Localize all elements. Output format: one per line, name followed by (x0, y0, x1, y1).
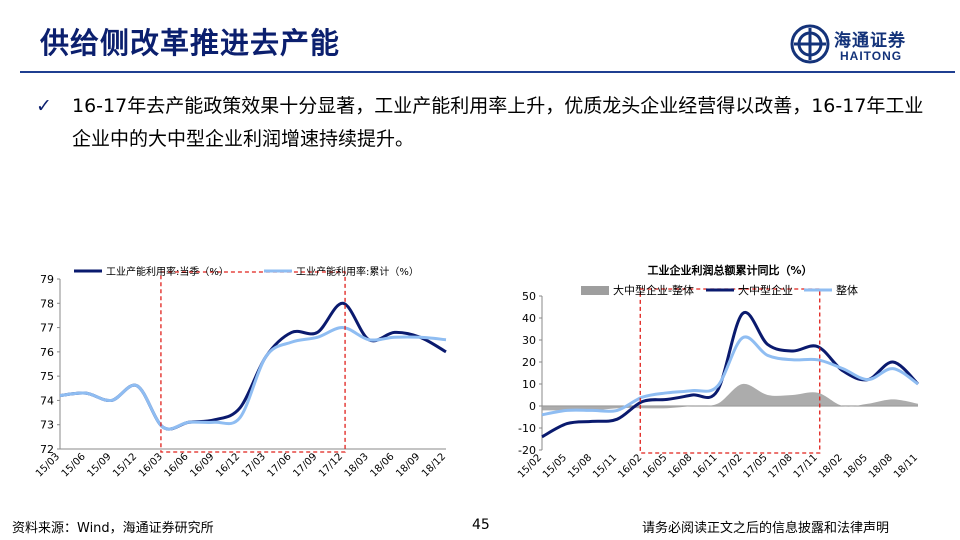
header-divider (20, 71, 955, 73)
line-series-2 (541, 335, 919, 417)
x-tick-label: 17/11 (792, 452, 820, 480)
legend-label: 整体 (836, 283, 858, 297)
x-tick-label: 17/03 (240, 451, 268, 479)
y-tick-label: 78 (40, 297, 54, 310)
x-tick-label: 15/05 (541, 452, 569, 480)
x-tick-label: 16/03 (137, 451, 165, 479)
x-tick-label: 16/02 (616, 452, 644, 480)
y-tick-label: 50 (522, 290, 536, 303)
source-note: 资料来源：Wind，海通证券研究所 (12, 521, 214, 536)
line-series-0 (59, 301, 447, 431)
bullet-text: 16-17年去产能政策效果十分显著，工业产能利用率上升，优质龙头企业经营得以改善… (72, 95, 924, 150)
x-tick-label: 18/05 (842, 452, 870, 480)
x-tick-label: 16/08 (666, 452, 694, 480)
y-tick-label: -10 (518, 422, 536, 435)
x-tick-label: 18/11 (892, 452, 920, 480)
x-tick-label: 18/09 (394, 451, 422, 479)
y-tick-label: 74 (40, 394, 54, 407)
y-tick-label: 76 (40, 346, 54, 359)
y-tick-label: 79 (40, 273, 54, 286)
y-tick-label: 10 (522, 378, 536, 391)
legend-label: 大中型企业-整体 (613, 283, 694, 297)
profit-growth-chart: 工业企业利润总额累计同比（%）-20-100102030405015/0215/… (516, 263, 920, 481)
chart-title: 工业企业利润总额累计同比（%） (647, 263, 812, 277)
x-tick-label: 17/05 (742, 452, 770, 480)
x-tick-label: 17/08 (767, 452, 795, 480)
x-tick-label: 17/02 (716, 452, 744, 480)
y-tick-label: 30 (522, 334, 536, 347)
y-tick-label: -20 (518, 444, 536, 457)
disclaimer: 请务必阅读正文之后的信息披露和法律声明 (642, 521, 890, 536)
area-series-0 (542, 383, 918, 411)
y-tick-label: 40 (522, 312, 536, 325)
x-tick-label: 18/06 (368, 451, 396, 479)
page-title: 供给侧改革推进去产能 (40, 26, 341, 60)
x-tick-label: 16/06 (163, 451, 191, 479)
legend-swatch (581, 286, 609, 295)
y-tick-label: 20 (522, 356, 536, 369)
x-tick-label: 16/05 (641, 452, 669, 480)
x-tick-label: 15/08 (566, 452, 594, 480)
logo-chinese-name: 海通证券 (834, 31, 906, 51)
legend-label: 工业产能利用率:累计（%） (296, 265, 419, 278)
highlight-box (639, 288, 821, 454)
haitong-logo: 海通证券 HAITONG (790, 22, 940, 66)
haitong-emblem-icon (790, 24, 830, 64)
x-tick-label: 17/12 (317, 451, 345, 479)
y-tick-label: 72 (40, 443, 54, 456)
y-tick-label: 73 (40, 419, 54, 432)
x-tick-label: 16/11 (691, 452, 719, 480)
x-tick-label: 17/06 (266, 451, 294, 479)
legend-label: 工业产能利用率:当季（%） (106, 265, 229, 278)
page-number: 45 (472, 517, 490, 533)
x-tick-label: 15/12 (111, 451, 139, 479)
y-tick-label: 75 (40, 370, 54, 383)
x-tick-label: 18/03 (343, 451, 371, 479)
x-tick-label: 18/08 (867, 452, 895, 480)
checkmark-icon: ✓ (36, 95, 52, 117)
x-tick-label: 15/11 (591, 452, 619, 480)
x-tick-label: 16/12 (214, 451, 242, 479)
legend-label: 大中型企业 (738, 283, 793, 297)
x-tick-label: 16/09 (188, 451, 216, 479)
x-tick-label: 17/09 (291, 451, 319, 479)
x-tick-label: 18/02 (817, 452, 845, 480)
logo-english-name: HAITONG (840, 49, 903, 63)
line-series-1 (541, 310, 920, 439)
y-tick-label: 77 (40, 322, 54, 335)
y-tick-label: 0 (529, 400, 536, 413)
line-series-1 (59, 326, 447, 431)
highlight-box (160, 271, 346, 453)
x-tick-label: 18/12 (420, 451, 448, 479)
x-tick-label: 15/09 (85, 451, 113, 479)
x-tick-label: 15/06 (60, 451, 88, 479)
capacity-utilization-chart: 727374757677787915/0315/0615/0915/1216/0… (34, 265, 448, 480)
